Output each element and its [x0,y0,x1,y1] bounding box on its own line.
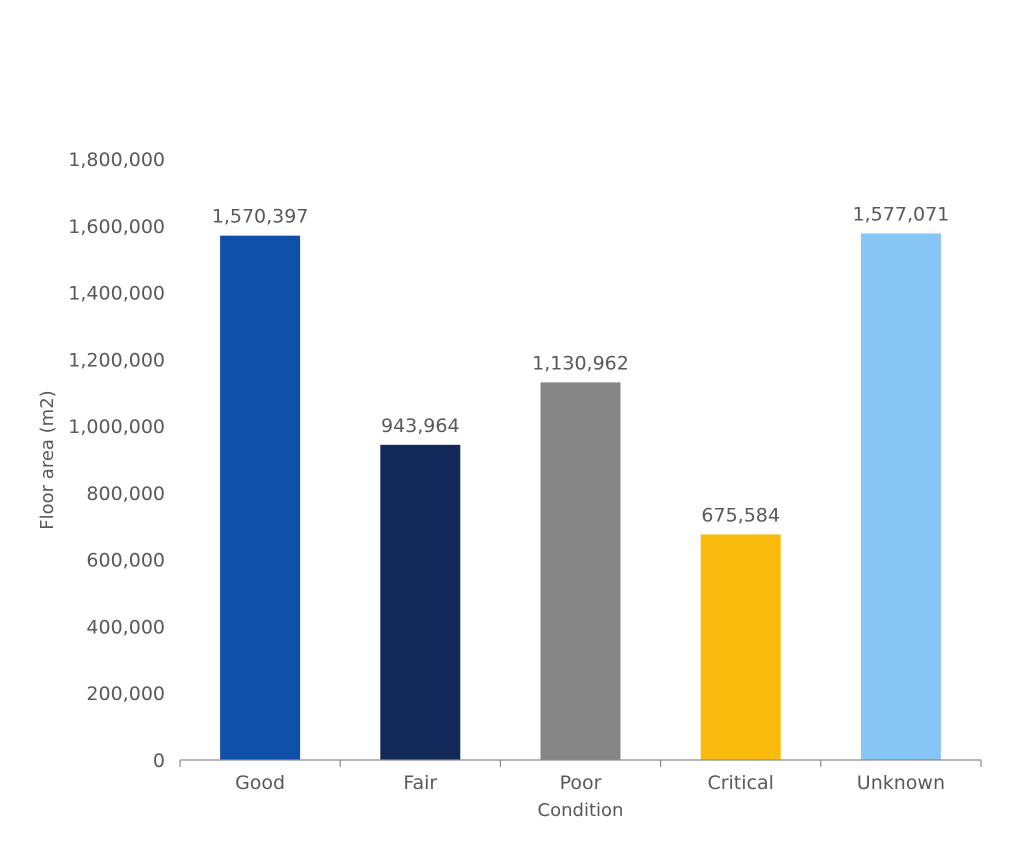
y-tick-label: 1,000,000 [68,416,165,438]
bar-good [220,235,301,761]
data-label-unknown: 1,577,071 [853,203,950,225]
bar-poor [540,382,621,760]
x-axis-title: Condition [538,800,624,821]
y-tick-label: 400,000 [86,616,165,638]
x-tick-label-critical: Critical [707,772,773,794]
x-axis-ticks: Good Fair Poor Critical Unknown [235,772,945,794]
x-tick-label-good: Good [235,772,285,794]
y-tick-label: 1,200,000 [68,349,165,371]
x-tick-label-unknown: Unknown [857,772,945,794]
data-label-fair: 943,964 [381,415,460,437]
bar-critical [700,534,781,760]
y-axis-title: Floor area (m2) [37,390,58,529]
data-label-good: 1,570,397 [212,206,309,228]
data-label-poor: 1,130,962 [532,352,629,374]
bar-unknown [860,233,941,760]
y-tick-label: 0 [153,750,165,772]
y-axis-ticks: 0 200,000 400,000 600,000 800,000 1,000,000 1,… [68,149,165,772]
data-labels: 1,570,397 943,964 1,130,962 675,584 1,577,07… [212,203,950,526]
bars [220,233,941,761]
y-tick-label: 1,800,000 [68,149,165,171]
bar-fair [380,444,461,760]
y-tick-label: 600,000 [86,550,165,572]
y-tick-label: 1,400,000 [68,283,165,305]
y-tick-label: 800,000 [86,483,165,505]
x-axis [179,759,982,767]
data-label-critical: 675,584 [701,504,780,526]
x-tick-label-fair: Fair [403,772,437,794]
x-tick-label-poor: Poor [560,772,602,794]
y-tick-label: 1,600,000 [68,216,165,238]
y-tick-label: 200,000 [86,683,165,705]
